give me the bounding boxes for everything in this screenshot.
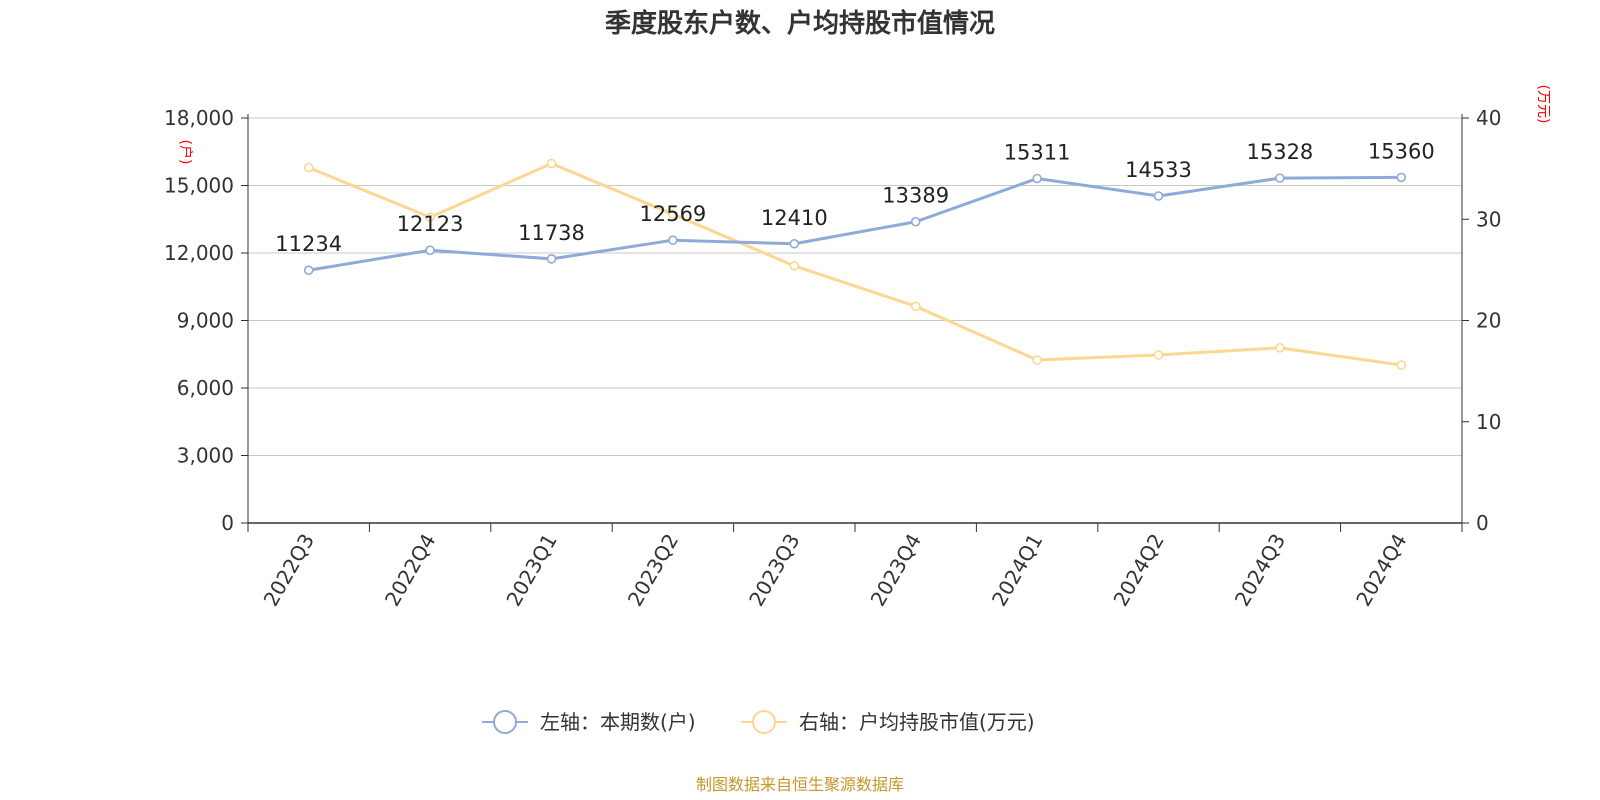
left-tick-label: 6,000 <box>177 376 234 400</box>
data-point <box>1396 172 1407 183</box>
x-tick-label: 2024Q2 <box>1108 530 1168 611</box>
legend[interactable]: 左轴：本期数(户) 右轴：户均持股市值(万元) <box>482 710 1035 734</box>
data-point <box>1275 173 1285 183</box>
right-tick-label: 40 <box>1476 106 1501 130</box>
x-tick-label: 2022Q4 <box>380 530 440 611</box>
legend-item[interactable]: 右轴：户均持股市值(万元) <box>741 710 1035 734</box>
data-label: 15311 <box>1004 141 1071 165</box>
data-point <box>303 265 314 276</box>
data-point <box>910 301 921 312</box>
data-point <box>425 212 435 223</box>
data-label: 12410 <box>761 206 828 230</box>
legend-marker <box>752 710 776 734</box>
data-label: 15328 <box>1246 140 1313 164</box>
data-point <box>1032 355 1042 365</box>
data-label: 12569 <box>639 202 706 226</box>
data-point <box>546 254 557 264</box>
source-note: 制图数据来自恒生聚源数据库 <box>696 775 904 794</box>
x-tick-label: 2024Q1 <box>987 530 1047 611</box>
series-layer: 11234 12123 11738 12569 12410 13389 15311 14533… <box>275 139 1435 370</box>
data-point <box>668 235 678 245</box>
data-point <box>1153 350 1164 360</box>
legend-label: 右轴：户均持股市值(万元) <box>799 710 1035 734</box>
right-tick-label: 20 <box>1476 309 1501 333</box>
right-tick-label: 30 <box>1476 207 1501 231</box>
data-point <box>1275 343 1285 353</box>
data-point <box>425 245 435 256</box>
data-label: 13389 <box>882 184 949 208</box>
legend-item[interactable]: 左轴：本期数(户) <box>482 710 696 734</box>
chart-title: 季度股东户数、户均持股市值情况 <box>605 8 995 39</box>
left-tick-label: 3,000 <box>177 444 234 468</box>
data-point <box>1396 360 1407 370</box>
axes: 0 3,000 6,000 9,000 12,000 15,000 18,000 0 10 20 3… <box>164 85 1551 611</box>
x-tick-label: 2023Q2 <box>623 530 683 611</box>
series-line-market-value <box>308 162 1402 367</box>
data-point <box>668 209 678 219</box>
x-tick-label: 2024Q4 <box>1351 530 1411 611</box>
data-label: 11738 <box>518 221 585 245</box>
left-axis-unit: (户) <box>177 140 194 165</box>
data-label: 12123 <box>397 212 464 236</box>
right-tick-label: 10 <box>1476 410 1501 434</box>
data-point <box>789 238 800 249</box>
x-tick-label: 2022Q3 <box>259 530 319 611</box>
data-label: 15360 <box>1368 139 1435 163</box>
left-tick-label: 0 <box>221 511 234 535</box>
left-tick-label: 9,000 <box>177 309 234 333</box>
left-tick-label: 15,000 <box>164 174 234 198</box>
series-line-holders <box>308 175 1402 272</box>
x-tick-label: 2024Q3 <box>1230 530 1290 611</box>
x-tick-label: 2023Q4 <box>866 530 926 611</box>
data-label: 14533 <box>1125 158 1192 182</box>
data-point <box>910 216 921 227</box>
right-axis-unit: (万元) <box>1535 85 1551 124</box>
data-point <box>1153 191 1164 201</box>
data-point <box>1032 173 1042 184</box>
data-point <box>303 162 314 173</box>
x-tick-label: 2023Q3 <box>744 530 804 611</box>
left-tick-label: 12,000 <box>164 241 234 265</box>
right-tick-label: 0 <box>1476 511 1489 535</box>
left-tick-label: 18,000 <box>164 106 234 130</box>
x-tick-label: 2023Q1 <box>501 530 561 611</box>
data-point <box>789 261 800 271</box>
legend-label: 左轴：本期数(户) <box>540 710 696 734</box>
data-point <box>546 158 557 169</box>
legend-marker <box>493 710 517 734</box>
data-label: 11234 <box>275 232 342 256</box>
